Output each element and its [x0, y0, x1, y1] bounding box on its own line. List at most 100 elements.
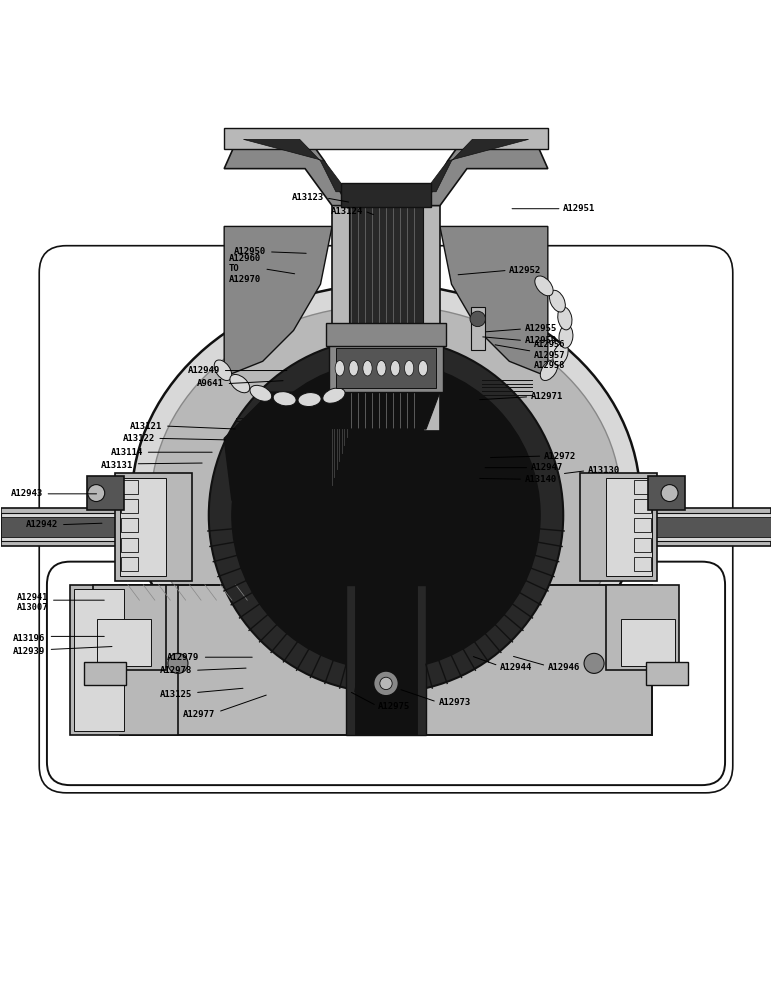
Text: A12973: A12973 [438, 698, 471, 707]
Bar [617, 508, 771, 546]
Text: A9641: A9641 [198, 379, 224, 388]
Text: A13114: A13114 [111, 448, 144, 457]
Text: A13124: A13124 [330, 207, 363, 216]
Circle shape [88, 485, 105, 502]
Bar [84, 662, 127, 685]
Text: A13140: A13140 [525, 475, 557, 484]
Bar [617, 513, 771, 541]
Text: A13131: A13131 [101, 461, 134, 470]
Text: A12960
TO
A12970: A12960 TO A12970 [229, 254, 261, 284]
Polygon shape [224, 134, 347, 206]
Text: A13122: A13122 [123, 434, 155, 443]
Bar [332, 192, 440, 431]
Bar [336, 348, 436, 388]
Ellipse shape [377, 361, 386, 376]
Text: A12951: A12951 [564, 204, 595, 213]
Ellipse shape [553, 343, 568, 365]
FancyBboxPatch shape [39, 246, 733, 793]
Bar [634, 480, 651, 494]
Text: A12950: A12950 [235, 247, 266, 256]
Bar [121, 557, 138, 571]
Text: A13196: A13196 [13, 634, 46, 643]
Bar [605, 585, 679, 670]
Ellipse shape [151, 305, 621, 698]
Ellipse shape [298, 393, 321, 407]
Circle shape [584, 653, 604, 673]
Circle shape [661, 485, 678, 502]
Polygon shape [332, 392, 440, 429]
Ellipse shape [535, 276, 553, 296]
Text: A13121: A13121 [130, 422, 163, 431]
Text: A13130: A13130 [588, 466, 620, 475]
Bar [224, 128, 548, 149]
Circle shape [208, 338, 564, 693]
Text: A12971: A12971 [531, 392, 563, 401]
Text: A12972: A12972 [544, 452, 576, 461]
Text: A12949: A12949 [188, 366, 220, 375]
Text: A12939: A12939 [13, 647, 46, 656]
Circle shape [380, 677, 392, 690]
Bar [355, 585, 417, 735]
Circle shape [232, 361, 540, 670]
Text: A13125: A13125 [160, 690, 191, 699]
Bar [329, 342, 443, 392]
Text: A12947: A12947 [531, 463, 563, 472]
Ellipse shape [250, 385, 272, 401]
Bar [341, 183, 431, 207]
Text: A12955: A12955 [525, 324, 557, 333]
Bar [87, 476, 124, 510]
Polygon shape [425, 139, 529, 192]
Bar [121, 538, 138, 552]
Text: A12978: A12978 [160, 666, 191, 675]
Bar [349, 192, 423, 431]
Polygon shape [440, 226, 548, 377]
Bar [648, 476, 685, 510]
Bar [634, 518, 651, 532]
Bar [581, 473, 657, 581]
Bar [120, 478, 167, 576]
Bar [1, 508, 155, 546]
Text: A12952: A12952 [510, 266, 541, 275]
Bar [120, 585, 652, 735]
Text: A12942: A12942 [26, 520, 59, 529]
Text: A13123: A13123 [292, 193, 324, 202]
Ellipse shape [540, 360, 558, 381]
Text: A12979: A12979 [168, 653, 199, 662]
Text: A12956
A12957
A12958: A12956 A12957 A12958 [534, 340, 565, 370]
Circle shape [168, 653, 188, 673]
Bar [74, 589, 124, 731]
Bar [97, 619, 151, 666]
Ellipse shape [230, 374, 249, 393]
Polygon shape [332, 429, 440, 525]
FancyBboxPatch shape [70, 585, 178, 735]
Bar [1, 513, 155, 541]
Ellipse shape [557, 307, 572, 330]
Text: A12975: A12975 [378, 702, 411, 711]
Bar [471, 307, 485, 350]
Bar [121, 499, 138, 513]
Text: A12944: A12944 [500, 663, 533, 672]
Ellipse shape [550, 290, 565, 312]
Polygon shape [425, 134, 548, 206]
Ellipse shape [214, 360, 232, 381]
Bar [115, 473, 191, 581]
Ellipse shape [391, 361, 400, 376]
Polygon shape [224, 392, 386, 585]
Ellipse shape [418, 361, 428, 376]
Ellipse shape [405, 361, 414, 376]
Bar [326, 323, 446, 346]
Bar [645, 662, 688, 685]
Ellipse shape [559, 325, 573, 348]
Bar [605, 478, 652, 576]
Bar [621, 619, 675, 666]
Circle shape [470, 311, 486, 327]
Text: A12943: A12943 [11, 489, 43, 498]
Ellipse shape [363, 361, 372, 376]
Ellipse shape [273, 392, 296, 406]
Ellipse shape [323, 388, 345, 403]
Text: A12959: A12959 [525, 336, 557, 345]
Bar [634, 557, 651, 571]
Ellipse shape [132, 284, 640, 716]
Polygon shape [224, 226, 332, 377]
Bar [634, 538, 651, 552]
